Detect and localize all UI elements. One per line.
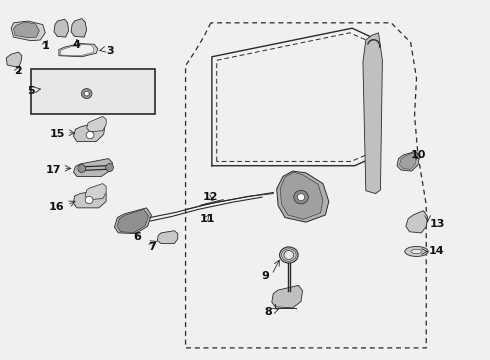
Ellipse shape [294, 190, 308, 204]
Ellipse shape [297, 194, 305, 201]
Polygon shape [11, 21, 45, 41]
Ellipse shape [411, 249, 422, 253]
Text: 6: 6 [133, 232, 141, 242]
Polygon shape [363, 33, 382, 194]
Text: 13: 13 [430, 219, 445, 229]
Polygon shape [115, 208, 151, 234]
Text: 4: 4 [73, 40, 81, 50]
Ellipse shape [106, 163, 114, 171]
Ellipse shape [284, 251, 294, 260]
Ellipse shape [84, 91, 89, 96]
Ellipse shape [86, 131, 94, 139]
Polygon shape [39, 75, 74, 91]
Polygon shape [14, 22, 39, 38]
Text: 16: 16 [49, 202, 65, 212]
Polygon shape [61, 45, 94, 56]
Polygon shape [74, 189, 106, 208]
Polygon shape [277, 171, 329, 222]
Text: 12: 12 [203, 192, 219, 202]
Text: 17: 17 [46, 165, 61, 175]
Text: 11: 11 [199, 214, 215, 224]
Polygon shape [280, 172, 323, 219]
Polygon shape [6, 52, 22, 67]
Polygon shape [117, 209, 148, 233]
Text: 5: 5 [27, 86, 34, 96]
Ellipse shape [405, 247, 428, 256]
Polygon shape [104, 73, 128, 102]
Polygon shape [87, 116, 106, 132]
Ellipse shape [81, 89, 92, 99]
Text: 2: 2 [15, 66, 23, 76]
Text: 7: 7 [148, 242, 156, 252]
Polygon shape [85, 184, 106, 200]
Text: 8: 8 [265, 307, 272, 317]
Polygon shape [397, 152, 419, 171]
Polygon shape [272, 285, 302, 308]
Polygon shape [54, 19, 69, 37]
Text: 1: 1 [41, 41, 49, 51]
Polygon shape [38, 87, 133, 111]
Ellipse shape [85, 197, 93, 203]
Text: 14: 14 [429, 247, 445, 256]
Polygon shape [406, 211, 428, 233]
Polygon shape [71, 18, 87, 37]
Polygon shape [59, 44, 98, 57]
Polygon shape [74, 122, 105, 141]
Text: 9: 9 [262, 271, 270, 282]
Bar [30, 69, 155, 114]
Text: 10: 10 [410, 150, 426, 160]
Polygon shape [74, 158, 113, 176]
Ellipse shape [280, 247, 298, 263]
Text: 3: 3 [106, 46, 114, 57]
Polygon shape [157, 231, 178, 244]
Ellipse shape [78, 165, 86, 172]
Text: 15: 15 [49, 129, 65, 139]
Polygon shape [399, 153, 416, 169]
